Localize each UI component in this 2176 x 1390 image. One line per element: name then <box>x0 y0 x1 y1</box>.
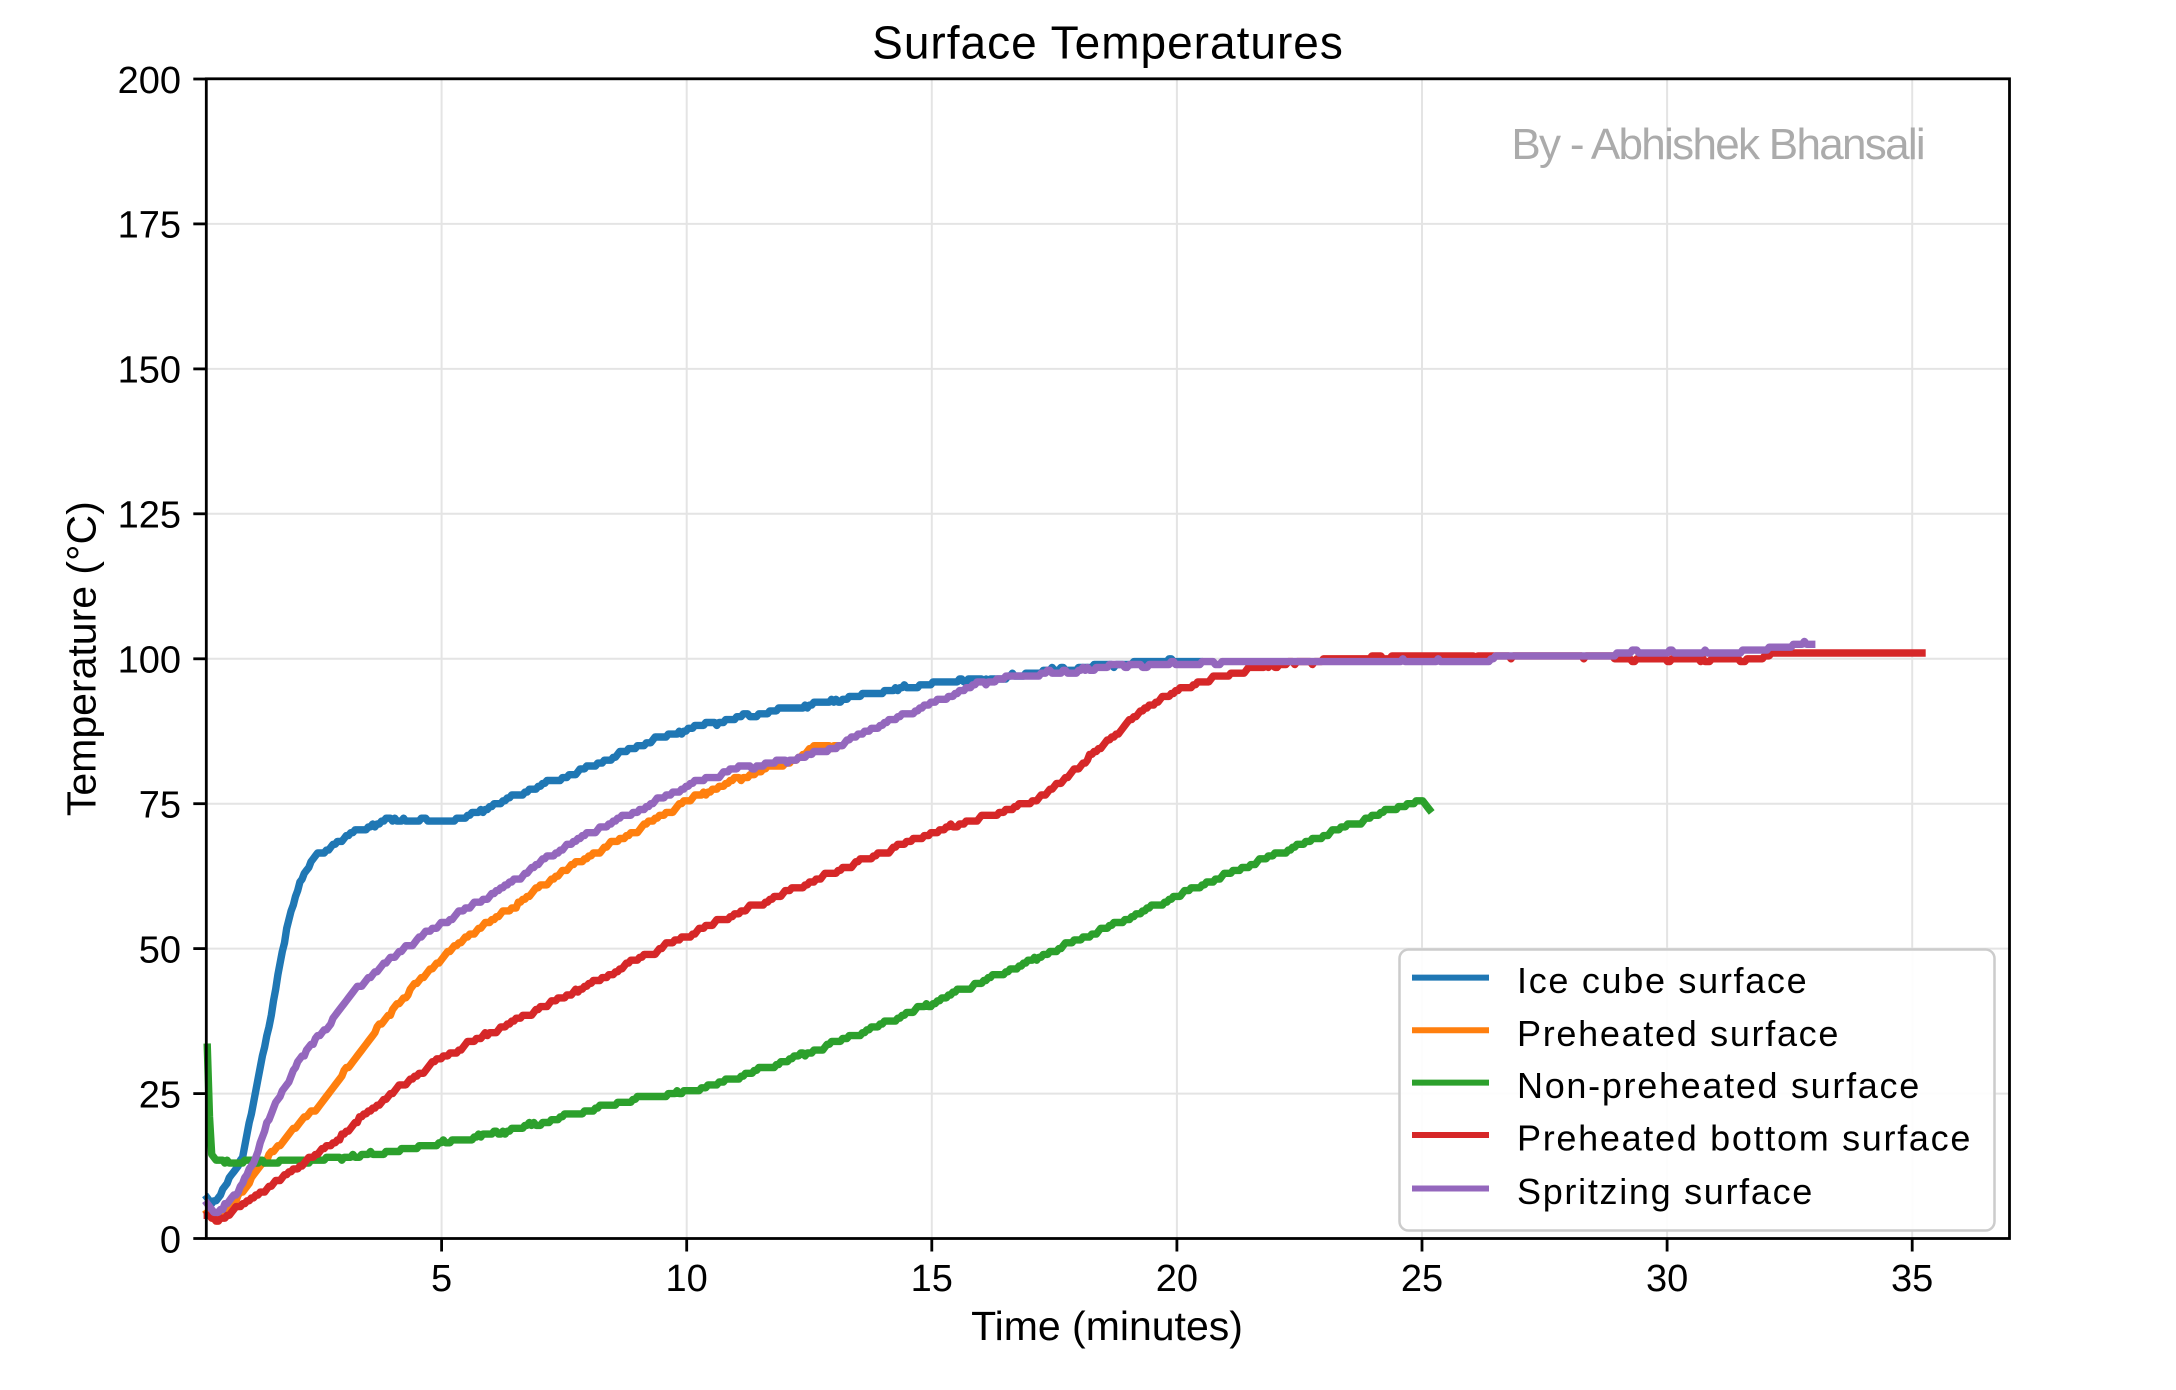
svg-text:By - Abhishek Bhansali: By - Abhishek Bhansali <box>1511 120 1924 169</box>
svg-text:35: 35 <box>1891 1258 1933 1300</box>
svg-text:Preheated surface: Preheated surface <box>1517 1013 1840 1054</box>
svg-text:Preheated bottom surface: Preheated bottom surface <box>1517 1118 1972 1159</box>
svg-text:15: 15 <box>911 1258 953 1300</box>
svg-text:30: 30 <box>1646 1258 1688 1300</box>
svg-text:Non-preheated surface: Non-preheated surface <box>1517 1065 1921 1106</box>
svg-text:75: 75 <box>139 785 181 827</box>
svg-text:Spritzing surface: Spritzing surface <box>1517 1171 1814 1212</box>
svg-text:5: 5 <box>431 1258 452 1300</box>
svg-text:Surface Temperatures: Surface Temperatures <box>872 17 1344 69</box>
svg-text:Ice cube surface: Ice cube surface <box>1517 960 1808 1001</box>
svg-text:25: 25 <box>1401 1258 1443 1300</box>
svg-text:20: 20 <box>1156 1258 1198 1300</box>
svg-text:0: 0 <box>160 1219 181 1261</box>
svg-text:25: 25 <box>139 1074 181 1116</box>
svg-text:125: 125 <box>118 495 181 537</box>
svg-text:10: 10 <box>666 1258 708 1300</box>
svg-text:100: 100 <box>118 640 181 682</box>
svg-text:175: 175 <box>118 205 181 247</box>
svg-text:50: 50 <box>139 929 181 971</box>
svg-text:200: 200 <box>118 60 181 102</box>
svg-text:150: 150 <box>118 350 181 392</box>
svg-text:Time (minutes): Time (minutes) <box>971 1303 1243 1349</box>
svg-text:Temperature (°C): Temperature (°C) <box>59 501 105 816</box>
